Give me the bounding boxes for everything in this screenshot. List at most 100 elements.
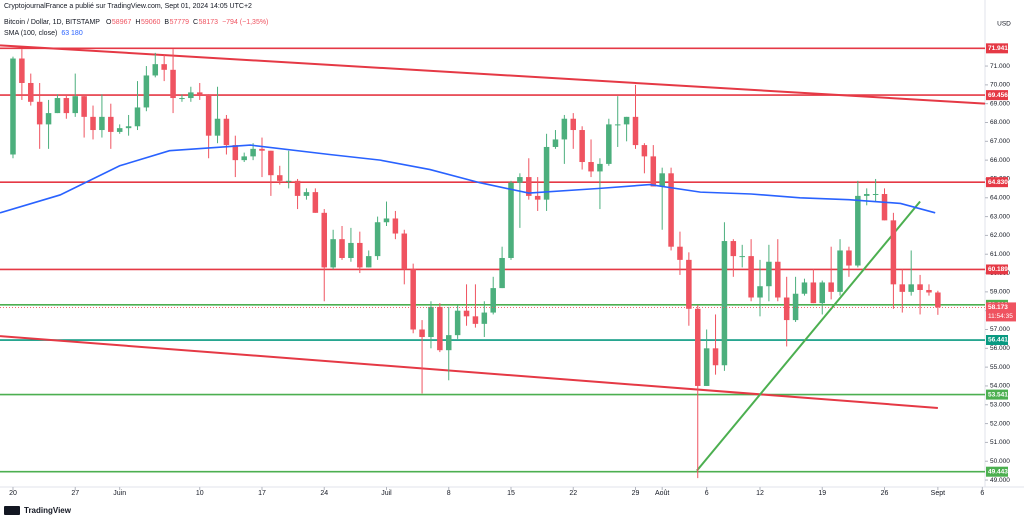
candle-body xyxy=(179,98,185,100)
candle-body xyxy=(490,288,496,313)
candle-body xyxy=(890,220,897,285)
x-tick-label: 17 xyxy=(258,490,266,497)
candle-body xyxy=(668,173,674,247)
candle-body xyxy=(641,145,648,157)
indicator-value: 63 180 xyxy=(61,30,83,37)
x-tick-label: 22 xyxy=(569,490,577,497)
candle-body xyxy=(339,239,345,258)
level-label: 64.830 xyxy=(988,179,1008,186)
candle-body xyxy=(241,156,247,161)
candle-body xyxy=(766,261,772,287)
candle-body xyxy=(374,222,381,257)
x-tick-label: 6 xyxy=(705,490,709,497)
y-tick-label: 52.000 xyxy=(990,420,1010,427)
y-tick-label: 57.000 xyxy=(990,326,1010,333)
candle-body xyxy=(828,282,834,292)
candle-body xyxy=(534,195,541,200)
candle-body xyxy=(45,113,52,125)
level-label-box xyxy=(986,90,1008,101)
y-tick-label: 68.000 xyxy=(990,119,1010,126)
brand-logo xyxy=(4,506,20,515)
level-label-box xyxy=(986,177,1008,188)
candle-body xyxy=(792,293,799,321)
y-tick-label: 69.000 xyxy=(990,100,1010,107)
x-tick-label: 6 xyxy=(980,490,984,497)
candle-body xyxy=(259,148,265,151)
level-label-box xyxy=(986,43,1008,54)
candle-body xyxy=(730,241,737,257)
y-tick-label: 64.000 xyxy=(990,194,1010,201)
candle-body xyxy=(881,194,888,221)
candle-body xyxy=(312,192,319,213)
candle-body xyxy=(428,306,434,338)
candle-body xyxy=(926,289,932,293)
level-label: 69.456 xyxy=(988,92,1008,99)
candle-body xyxy=(63,98,70,114)
candle-body xyxy=(10,58,16,155)
candle-body xyxy=(748,256,754,298)
candle-body xyxy=(757,286,763,298)
y-tick-label: 71.000 xyxy=(990,63,1010,70)
candle-body xyxy=(606,124,612,164)
y-tick-label: 51.000 xyxy=(990,439,1010,446)
x-tick-label: 27 xyxy=(71,490,79,497)
candle-body xyxy=(801,282,808,294)
y-tick-label: 54.000 xyxy=(990,383,1010,390)
candle-body xyxy=(597,163,603,172)
candle-body xyxy=(419,329,425,338)
candle-body xyxy=(472,316,479,324)
candle-body xyxy=(330,239,336,268)
y-tick-label: 63.000 xyxy=(990,213,1010,220)
candle-body xyxy=(783,297,790,321)
candle-body xyxy=(694,308,701,386)
candle-body xyxy=(588,162,594,172)
candle-body xyxy=(739,256,745,258)
candle-body xyxy=(321,212,327,268)
last-price-box xyxy=(986,302,1016,322)
candle-body xyxy=(196,92,203,95)
candle-body xyxy=(348,242,354,258)
candle-body xyxy=(36,101,43,125)
candle-body xyxy=(935,292,941,308)
candle-body xyxy=(108,116,114,132)
candle-body xyxy=(72,96,78,114)
y-tick-label: 61.000 xyxy=(990,251,1010,258)
last-price-label: 58.173 xyxy=(988,304,1008,311)
candle-body xyxy=(499,257,505,289)
candle-body xyxy=(223,118,230,146)
x-tick-label: Juin xyxy=(113,490,126,497)
candle-body xyxy=(703,348,710,386)
candle-body xyxy=(161,64,167,70)
candle-body xyxy=(214,118,221,136)
candle-body xyxy=(570,118,577,131)
y-tick-label: 50.000 xyxy=(990,458,1010,465)
level-label-box xyxy=(986,389,1008,400)
candle-body xyxy=(383,218,390,223)
candle-body xyxy=(810,282,817,304)
publisher: CryptojournalFrance a publié sur Trading… xyxy=(4,3,252,10)
candle-body xyxy=(659,173,665,187)
candle-body xyxy=(116,128,123,132)
candle-body xyxy=(268,150,274,176)
ohlc-key: O xyxy=(106,19,112,26)
ohlc-key: B xyxy=(164,19,169,26)
candle-body xyxy=(437,306,443,351)
candle-body xyxy=(19,58,25,83)
candle-body xyxy=(170,69,176,99)
candle-body xyxy=(543,146,550,200)
y-tick-label: 59.000 xyxy=(990,289,1010,296)
ohlc-value: 57779 xyxy=(170,19,190,26)
y-tick-label: 49.000 xyxy=(990,477,1010,484)
x-tick-label: Août xyxy=(655,490,669,497)
y-tick-label: 66.000 xyxy=(990,157,1010,164)
ohlc-value: −794 (−1,35%) xyxy=(222,19,268,26)
candle-body xyxy=(517,177,523,183)
candle-body xyxy=(863,194,870,196)
y-tick-label: 56.000 xyxy=(990,345,1010,352)
symbol: Bitcoin / Dollar, 1D, BITSTAMP xyxy=(4,19,100,26)
candle-body xyxy=(650,156,657,187)
candle-body xyxy=(712,348,719,366)
x-tick-label: 8 xyxy=(447,490,451,497)
candle-body xyxy=(552,139,559,147)
candle-body xyxy=(677,246,683,260)
